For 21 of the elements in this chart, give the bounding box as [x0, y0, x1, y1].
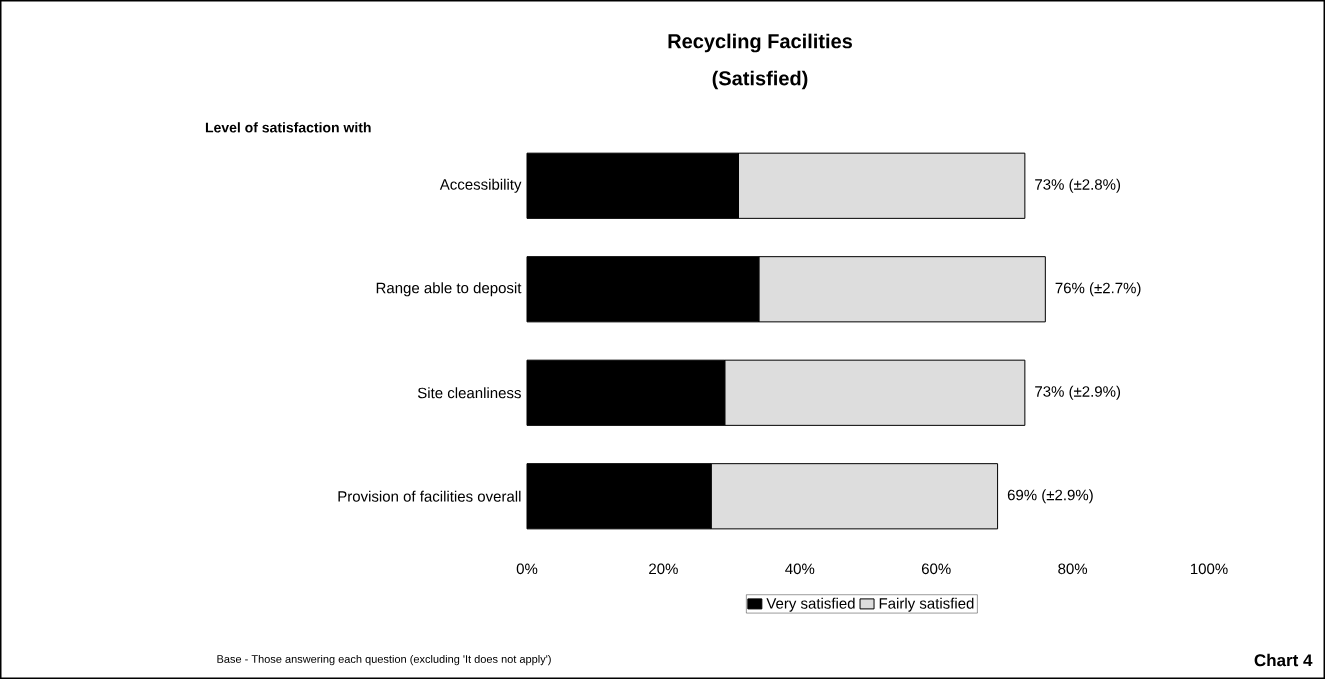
x-tick-label: 20%	[649, 563, 678, 575]
legend-label: Fairly satisfied	[879, 597, 974, 612]
x-tick-label: 0%	[516, 563, 538, 575]
y-tick-label: Range able to deposit	[376, 282, 522, 297]
y-tick-label: Accessibility	[439, 178, 522, 193]
x-tick-label: 60%	[921, 563, 951, 575]
x-tick-label: 100%	[1190, 563, 1228, 575]
chart-subtitle: (Satisfied)	[712, 70, 808, 90]
total-label: 73% (±2.8%)	[1035, 178, 1121, 193]
chart-title: Recycling Facilities	[668, 33, 852, 53]
x-tick-label: 80%	[1058, 563, 1088, 575]
caption: Chart 4	[1254, 653, 1313, 667]
total-label: 69% (±2.9%)	[1007, 489, 1093, 504]
legend-label: Very satisfied	[766, 597, 855, 612]
x-tick-label: 40%	[785, 563, 815, 575]
total-label: 73% (±2.9%)	[1035, 385, 1121, 400]
y-tick-label: Provision of facilities overall	[338, 490, 521, 502]
text: Base - Those answering each question (excluding 'It does not apply')	[217, 654, 551, 666]
y-tick-label: Site cleanliness	[417, 387, 521, 399]
y-axis-title: Level of satisfaction with	[205, 122, 371, 133]
total-label: 76% (±2.7%)	[1055, 282, 1141, 297]
